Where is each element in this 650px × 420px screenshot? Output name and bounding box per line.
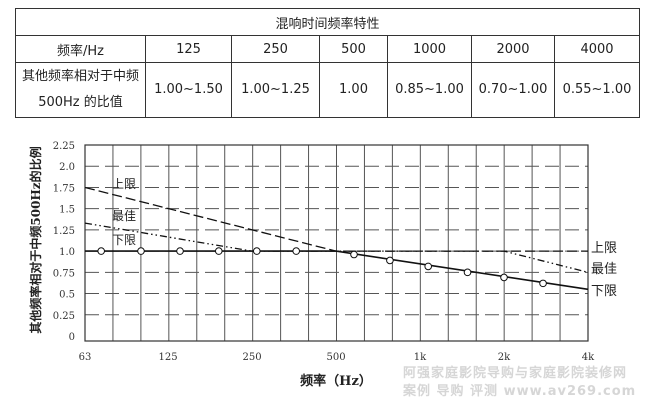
- series-label-right: 上限: [591, 241, 617, 256]
- data-marker: [350, 250, 358, 259]
- freq-cell: 250: [231, 35, 320, 63]
- x-axis-label: 频率（Hz）: [300, 373, 372, 389]
- y-tick-label: 0.25: [53, 311, 75, 322]
- data-marker: [137, 247, 145, 255]
- data-marker: [539, 279, 547, 288]
- reverb-frequency-table: 混响时间频率特性 频率/Hz 125 250 500 1000 2000 400…: [15, 8, 640, 118]
- data-marker: [97, 247, 105, 255]
- data-marker: [292, 247, 301, 255]
- watermark-line: 案例 导购 评测 www.av269.com: [403, 384, 637, 399]
- data-marker: [176, 247, 184, 255]
- y-tick-label: 0.75: [53, 268, 75, 279]
- ratio-cell: 0.55~1.00: [554, 62, 640, 118]
- row-label: 其他频率相对于中频 500Hz 的比值: [15, 62, 146, 118]
- y-axis-label: 其他频率相对于中频500Hz的比例: [28, 146, 43, 333]
- y-tick-label: 2.0: [59, 162, 75, 173]
- freq-cell: 2000: [471, 35, 555, 63]
- watermark: 阿强家庭影院导购与家庭影院装修网 案例 导购 评测 www.av269.com: [403, 365, 636, 401]
- data-marker: [386, 256, 394, 265]
- y-tick-label: 1.0: [59, 247, 75, 258]
- y-tick-label: 1.25: [53, 226, 75, 237]
- y-tick-label: 0.5: [59, 290, 75, 301]
- y-tick-label: 0: [69, 332, 75, 343]
- y-tick-label: 1.5: [59, 205, 75, 216]
- ratio-cell: 1.00~1.50: [145, 62, 232, 118]
- watermark-line: 阿强家庭影院导购与家庭影院装修网: [403, 366, 628, 381]
- data-marker: [500, 273, 508, 282]
- y-tick-label: 1.75: [53, 183, 75, 194]
- y-tick-label: 2.25: [53, 141, 75, 152]
- ratio-cell: 0.70~1.00: [471, 62, 555, 118]
- data-marker: [463, 268, 472, 277]
- series-line-dash-dot-dot: [84, 222, 589, 273]
- ratio-cell: 0.85~1.00: [387, 62, 472, 118]
- x-tick-label: 500: [326, 352, 345, 363]
- x-tick-label: 250: [242, 352, 261, 363]
- freq-cell: 4000: [554, 35, 640, 63]
- series-label-left: 上限: [112, 177, 136, 191]
- data-marker: [214, 247, 223, 255]
- header-label: 频率/Hz: [15, 35, 146, 63]
- series-label-right: 下限: [591, 284, 617, 299]
- data-marker: [252, 247, 261, 255]
- x-tick-label: 4k: [582, 352, 595, 363]
- ratio-cell: 1.00~1.25: [231, 62, 320, 118]
- series-label-left: 下限: [112, 233, 136, 247]
- x-tick-label: 125: [158, 352, 177, 363]
- plot-frame: [84, 144, 589, 342]
- series-label-left: 最佳: [112, 209, 136, 223]
- data-marker: [424, 262, 433, 271]
- x-tick-label: 1k: [414, 352, 427, 363]
- series-label-right: 最佳: [591, 262, 617, 277]
- table-title: 混响时间频率特性: [15, 8, 640, 36]
- x-tick-label: 63: [79, 352, 92, 363]
- x-tick-label: 2k: [498, 352, 511, 363]
